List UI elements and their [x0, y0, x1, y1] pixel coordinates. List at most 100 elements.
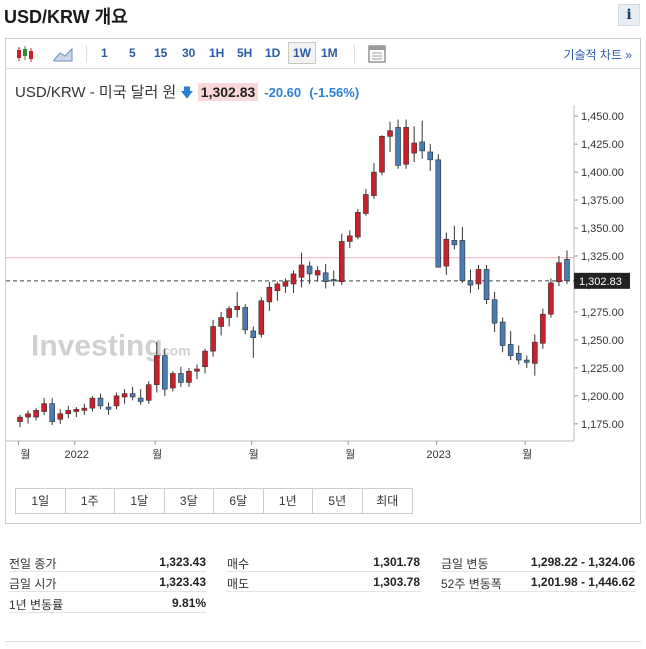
candle-body[interactable] — [419, 141, 425, 152]
candle-body[interactable] — [435, 159, 442, 268]
candle-body[interactable] — [178, 373, 184, 383]
range-5y[interactable]: 5년 — [313, 489, 363, 513]
timeframe-1h[interactable]: 1H — [209, 46, 225, 60]
candle-body[interactable] — [226, 308, 232, 318]
candle-body[interactable] — [532, 341, 538, 364]
candle-body[interactable] — [81, 407, 88, 411]
candle-body[interactable] — [475, 269, 482, 285]
stat-value: 1,303.78 — [373, 575, 420, 589]
candle-body[interactable] — [499, 321, 506, 346]
candle-body[interactable] — [322, 272, 329, 283]
candle-body[interactable] — [137, 397, 144, 402]
candle-body[interactable] — [338, 241, 345, 283]
candle-body[interactable] — [162, 355, 168, 390]
candle-body[interactable] — [379, 136, 385, 173]
candle-body[interactable] — [443, 238, 450, 267]
candle-body[interactable] — [49, 403, 55, 422]
candle-body[interactable] — [290, 273, 297, 285]
stat-row: 전일 종가 1,323.43 — [9, 552, 206, 572]
timeframe-1[interactable]: 1 — [101, 46, 108, 60]
candle-body[interactable] — [387, 130, 393, 137]
range-1d[interactable]: 1일 — [16, 489, 66, 513]
candle-body[interactable] — [515, 353, 522, 361]
candle-body[interactable] — [41, 403, 47, 412]
candle-body[interactable] — [363, 194, 369, 214]
candle-body[interactable] — [403, 127, 409, 165]
candle-body[interactable] — [427, 151, 434, 161]
candle-body[interactable] — [33, 410, 39, 418]
candle-body[interactable] — [459, 240, 466, 281]
candle-body[interactable] — [89, 397, 96, 409]
candle-body[interactable] — [411, 142, 417, 154]
page-title: USD/KRW 개요 — [4, 7, 128, 27]
candle-body[interactable] — [113, 395, 120, 407]
candle-body[interactable] — [57, 413, 64, 420]
y-tick-label: 1,175.00 — [581, 419, 624, 431]
range-3m[interactable]: 3달 — [164, 489, 214, 513]
area-chart-icon[interactable] — [52, 43, 74, 65]
candle-body[interactable] — [355, 212, 361, 238]
candle-body[interactable] — [266, 287, 273, 303]
candle-body[interactable] — [491, 299, 498, 324]
range-1y[interactable]: 1년 — [263, 489, 313, 513]
candle-body[interactable] — [129, 393, 136, 398]
candle-body[interactable] — [330, 279, 337, 281]
timeframe-5[interactable]: 5 — [129, 46, 136, 60]
candle-body[interactable] — [258, 300, 265, 335]
candle-body[interactable] — [186, 370, 192, 383]
candle-body[interactable] — [507, 344, 514, 356]
candle-body[interactable] — [395, 127, 401, 166]
candle-body[interactable] — [282, 281, 289, 287]
candle-body[interactable] — [242, 307, 249, 331]
range-1m[interactable]: 1달 — [115, 489, 165, 513]
x-tick-label: 월 — [249, 448, 259, 461]
candle-body[interactable] — [314, 270, 321, 276]
timeframe-1w[interactable]: 1W — [288, 42, 316, 64]
layout-icon[interactable] — [366, 43, 388, 65]
candle-body[interactable] — [17, 416, 23, 422]
candle-body[interactable] — [298, 264, 305, 278]
candle-body[interactable] — [250, 330, 257, 338]
candle-body[interactable] — [218, 317, 224, 327]
candle-body[interactable] — [153, 355, 160, 385]
candle-body[interactable] — [234, 306, 240, 311]
candle-body[interactable] — [371, 171, 377, 196]
timeframe-1d[interactable]: 1D — [265, 46, 281, 60]
candle-body[interactable] — [467, 280, 474, 286]
candle-body[interactable] — [65, 410, 72, 415]
timeframe-5h[interactable]: 5H — [237, 46, 253, 60]
stat-label: 52주 변동폭 — [441, 577, 502, 591]
timeframe-1m[interactable]: 1M — [321, 46, 338, 60]
candle-body[interactable] — [73, 408, 80, 412]
candle-body[interactable] — [210, 326, 216, 352]
technical-chart-link[interactable]: 기술적 차트 » — [563, 48, 632, 62]
candle-body[interactable] — [170, 373, 176, 389]
candle-body[interactable] — [306, 265, 313, 275]
candle-body[interactable] — [194, 368, 200, 372]
candlestick-icon[interactable] — [14, 43, 36, 65]
candle-body[interactable] — [274, 283, 281, 291]
range-max[interactable]: 최대 — [362, 489, 412, 513]
timeframe-15[interactable]: 15 — [154, 46, 168, 60]
stat-label: 1년 변동률 — [9, 598, 64, 612]
range-6m[interactable]: 6달 — [214, 489, 264, 513]
candle-body[interactable] — [556, 262, 562, 283]
range-1w[interactable]: 1주 — [65, 489, 115, 513]
candle-body[interactable] — [202, 350, 208, 368]
x-tick-label: 월 — [522, 448, 532, 461]
candle-body[interactable] — [25, 413, 31, 418]
candle-body[interactable] — [564, 259, 570, 281]
candle-body[interactable] — [451, 240, 458, 246]
candle-body[interactable] — [105, 406, 112, 410]
candle-body[interactable] — [483, 269, 490, 300]
candle-body[interactable] — [145, 384, 152, 401]
candle-body[interactable] — [540, 313, 546, 344]
price-chart[interactable]: 1,450.00 1,425.00 1,400.00 1,375.00 1,350.00… — [6, 105, 640, 465]
candle-body[interactable] — [97, 397, 104, 407]
candle-body[interactable] — [347, 235, 353, 242]
candle-body[interactable] — [121, 393, 128, 398]
timeframe-30[interactable]: 30 — [182, 46, 196, 60]
candle-body[interactable] — [548, 282, 554, 315]
candle-body[interactable] — [523, 359, 530, 363]
info-button[interactable]: i — [618, 4, 640, 26]
